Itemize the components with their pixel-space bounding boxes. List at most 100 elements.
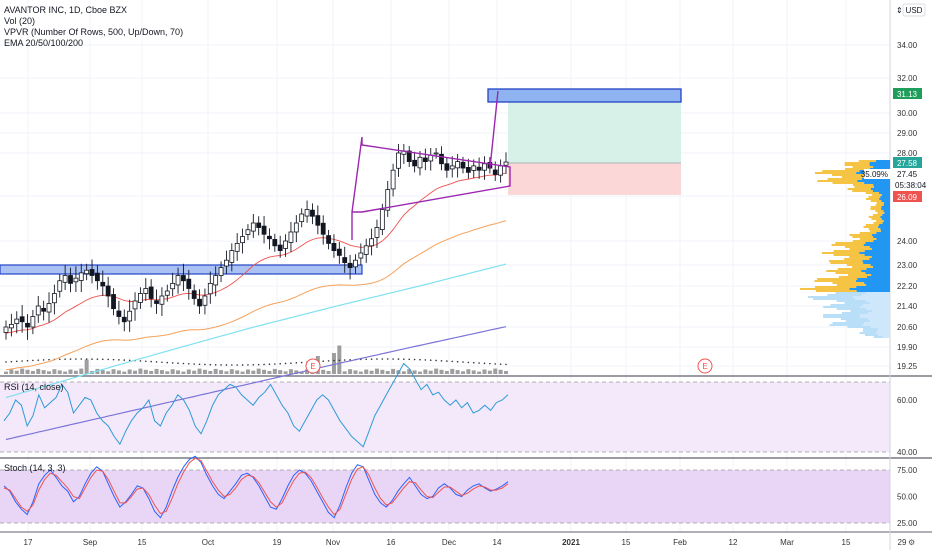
volume-bar [278, 370, 283, 374]
currency-button[interactable]: USD [902, 3, 926, 17]
volume-bar [245, 369, 250, 374]
scale-toggle-icon[interactable]: ⇕ [896, 6, 903, 15]
svg-text:35.09%: 35.09% [861, 170, 888, 179]
svg-text:E: E [310, 362, 315, 371]
volume-profile-down [881, 200, 890, 202]
volume-ma-dot [397, 358, 400, 360]
volume-profile-down [869, 258, 890, 260]
candle-body [121, 316, 127, 323]
volume-bar [342, 371, 347, 374]
volume-profile-up [871, 218, 882, 220]
price-tick-label: 29.00 [897, 129, 918, 138]
volume-bar [487, 370, 492, 374]
candle-body [256, 222, 262, 228]
flagpole-line[interactable] [489, 90, 499, 169]
candle-body [68, 275, 73, 284]
candle-body [412, 159, 418, 167]
volume-bar [391, 368, 396, 374]
volume-profile-up [827, 294, 862, 296]
volume-ma-dots [5, 358, 507, 366]
volume-ma-dot [370, 358, 373, 360]
candle-body [132, 300, 138, 310]
earnings-marker[interactable]: E [697, 358, 713, 374]
volume-bar [283, 371, 288, 374]
volume-ma-dot [107, 358, 109, 361]
svg-text:31.13: 31.13 [897, 90, 918, 99]
volume-bar [224, 371, 229, 374]
volume-profile-down [881, 194, 890, 196]
volume-profile-up [849, 256, 872, 258]
indicator-ema[interactable]: EMA 20/50/100/200 [4, 38, 83, 48]
svg-text:26.09: 26.09 [897, 193, 918, 202]
candle-body [277, 244, 283, 252]
time-tick-label: Feb [673, 538, 687, 547]
candle-body [127, 310, 133, 322]
volume-bar [428, 370, 433, 374]
indicator-vol[interactable]: Vol (20) [4, 16, 35, 26]
volume-ma-dot [381, 358, 384, 360]
volume-profile-down [857, 278, 890, 280]
volume-profile-up [859, 332, 877, 334]
volume-ma-dot [241, 364, 244, 366]
loss-zone[interactable] [508, 163, 681, 195]
candle-body [336, 248, 342, 256]
price-tick-label: 22.20 [897, 282, 918, 291]
volume-bar [374, 368, 379, 374]
volume-profile-up [833, 250, 865, 252]
earnings-marker[interactable]: E [305, 358, 321, 374]
volume-ma-dot [96, 358, 99, 360]
volume-profile-down [862, 260, 890, 262]
price-tick-label: 20.60 [897, 323, 918, 332]
price-axis[interactable]: 34.0032.0030.0029.0028.0026.0024.0023.00… [897, 41, 918, 371]
indicator-vpvr[interactable]: VPVR (Number Of Rows, 500, Up/Down, 70) [4, 27, 183, 37]
volume-profile-down [866, 276, 890, 278]
volume-bar [73, 370, 78, 374]
candle-body [342, 257, 348, 263]
ema-200-line [5, 326, 507, 441]
time-axis[interactable]: 17 Sep 15 Oct 19 Nov 16 Dec 14 2021 15 Feb 12 Mar 15 29 [24, 538, 907, 547]
volume-profile-up [872, 194, 882, 196]
candle-body [390, 169, 396, 190]
volume-profile-down [883, 220, 890, 222]
pennant-pattern[interactable] [351, 136, 511, 240]
settings-icon[interactable]: ⚙ [908, 538, 915, 547]
volume-profile-up [859, 232, 877, 234]
volume-profile-up [827, 178, 862, 180]
volume-profile-down [864, 282, 890, 284]
time-tick-label: Dec [442, 538, 456, 547]
volume-profile-down [880, 216, 890, 218]
volume-ma-dot [279, 362, 281, 365]
volume-bar [41, 370, 46, 374]
candle-body [406, 150, 412, 162]
volume-profile-up [823, 316, 860, 318]
target-box[interactable] [487, 88, 682, 103]
volume-profile-up [863, 226, 879, 228]
volume-bar [417, 371, 422, 374]
volume-ma-dot [15, 360, 18, 363]
volume-profile-up [877, 212, 885, 214]
candle-body [460, 161, 466, 169]
volume-profile-up [832, 282, 865, 284]
volume-ma-dot [446, 360, 448, 362]
volume-profile-up [815, 286, 857, 288]
volume-ma-dot [150, 360, 152, 363]
volume-profile-up [844, 164, 870, 166]
symbol-title[interactable]: AVANTOR INC, 1D, Cboe BZX [4, 5, 127, 15]
volume-profile-down [856, 280, 890, 282]
volume-profile-up [836, 300, 867, 302]
volume-ma-dot [177, 362, 179, 365]
volume-bar [208, 371, 213, 374]
volume-profile-up [826, 270, 862, 272]
support-box[interactable] [0, 264, 363, 275]
volume-bar [36, 368, 41, 374]
profit-zone[interactable] [508, 98, 681, 163]
candle-body [51, 293, 57, 304]
volume-bar [127, 369, 132, 374]
rsi-label[interactable]: RSI (14, close) [4, 382, 64, 392]
volume-ma-dot [252, 363, 255, 366]
candle-body [218, 267, 224, 276]
stoch-label[interactable]: Stoch (14, 3, 3) [4, 463, 66, 473]
volume-profile-up [800, 288, 850, 290]
volume-profile-down [882, 336, 890, 338]
